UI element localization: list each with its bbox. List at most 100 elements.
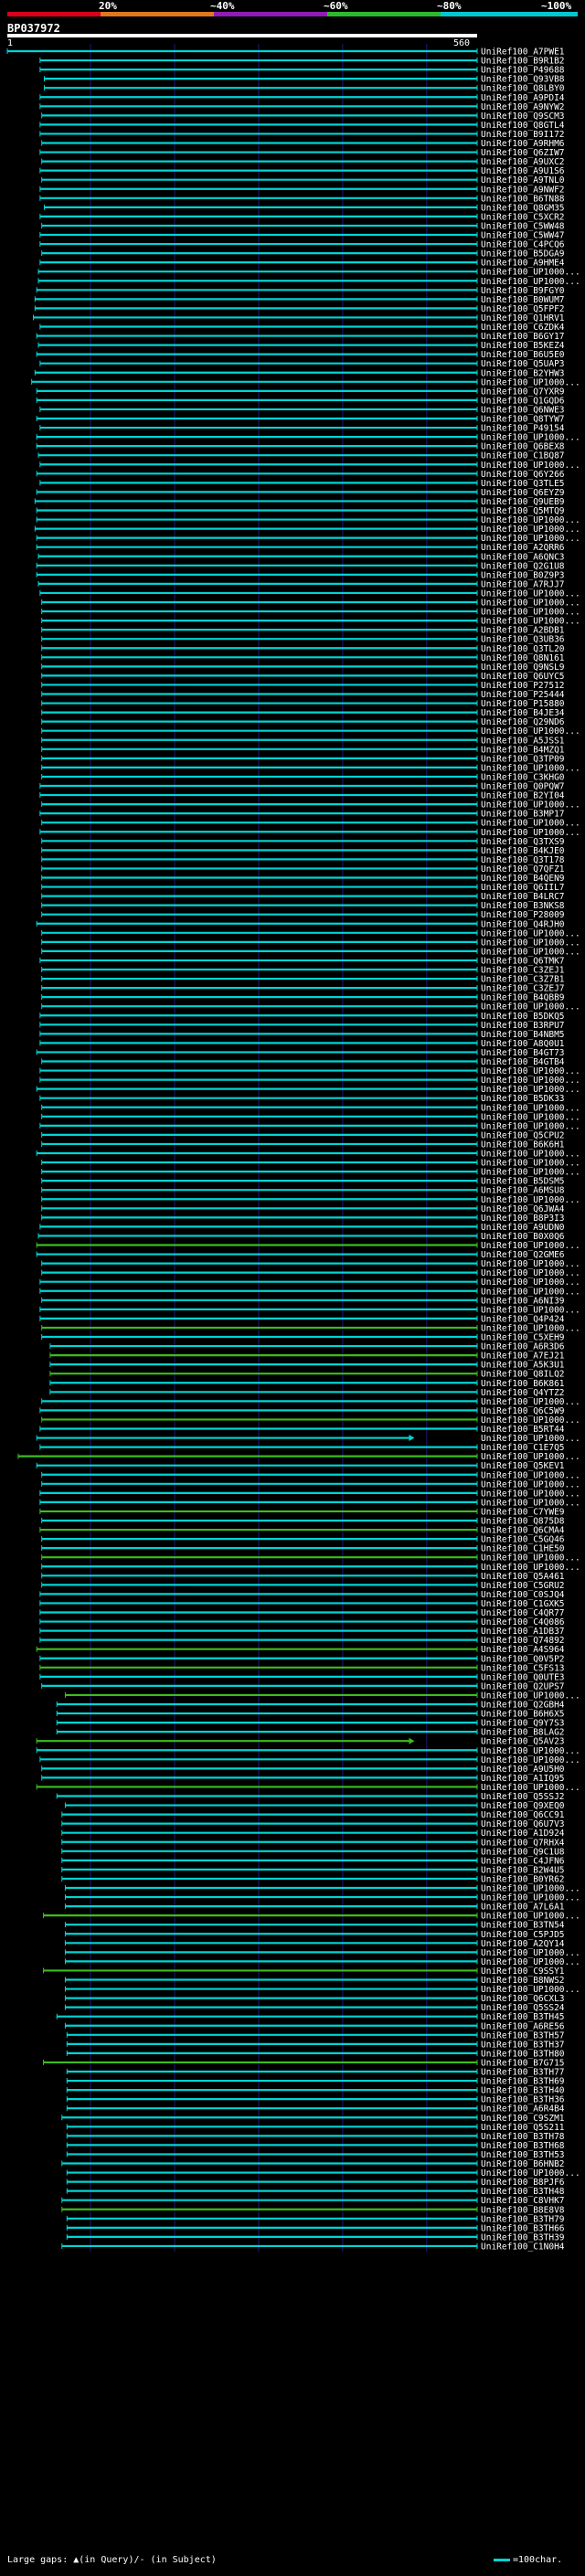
hit-label[interactable]: UniRef100_A9NYW2	[481, 102, 565, 112]
hit-label[interactable]: UniRef100_C5WW48	[481, 221, 565, 231]
hit-label[interactable]: UniRef100_B4JE34	[481, 708, 565, 718]
hit-row[interactable]: UniRef100_UP1000...	[64, 1884, 580, 1894]
hit-label[interactable]: UniRef100_A6R4B4	[481, 2104, 565, 2115]
hit-row[interactable]: UniRef100_C0SJQ4	[39, 1590, 565, 1600]
hit-row[interactable]: UniRef100_A2BDB1	[41, 626, 565, 636]
hit-label[interactable]: UniRef100_B8E8V8	[481, 2205, 565, 2215]
hit-label[interactable]: UniRef100_UP1000...	[481, 1121, 580, 1131]
hit-row[interactable]: UniRef100_B6H6X5	[56, 1710, 565, 1720]
hit-label[interactable]: UniRef100_B0X0Q6	[481, 1232, 565, 1242]
hit-row[interactable]: UniRef100_UP1000...	[39, 1076, 580, 1086]
hit-row[interactable]: UniRef100_UP1000...	[41, 938, 580, 948]
hit-row[interactable]: UniRef100_Q9C1U8	[61, 1847, 565, 1857]
hit-row[interactable]: UniRef100_Q8TYW7	[36, 415, 565, 425]
hit-label[interactable]: UniRef100_B8P3I3	[481, 1214, 565, 1224]
hit-label[interactable]: UniRef100_C4Q086	[481, 1617, 565, 1627]
hit-label[interactable]: UniRef100_B4LRC7	[481, 892, 565, 902]
hit-label[interactable]: UniRef100_Q6CMA4	[481, 1526, 565, 1536]
hit-label[interactable]: UniRef100_C1N0H4	[481, 2242, 565, 2252]
hit-label[interactable]: UniRef100_Q29ND6	[481, 717, 565, 727]
hit-row[interactable]: UniRef100_B0X0Q6	[37, 1232, 565, 1242]
hit-label[interactable]: UniRef100_Q7YXR9	[481, 387, 565, 397]
hit-row[interactable]: UniRef100_B3TH78	[66, 2132, 565, 2142]
hit-row[interactable]: UniRef100_B0WUM7	[34, 295, 565, 305]
hit-row[interactable]: UniRef100_B6K6H1	[41, 1140, 565, 1150]
hit-label[interactable]: UniRef100_Q7RHX4	[481, 1838, 565, 1848]
hit-row[interactable]: UniRef100_Q4YTZ2	[49, 1388, 565, 1398]
hit-row[interactable]: UniRef100_UP1000...	[41, 1563, 580, 1573]
hit-label[interactable]: UniRef100_B9FGY0	[481, 286, 565, 296]
hit-row[interactable]: UniRef100_C4PCQ6	[39, 240, 565, 250]
hit-label[interactable]: UniRef100_B3TH79	[481, 2214, 565, 2224]
hit-label[interactable]: UniRef100_UP1000...	[481, 1076, 580, 1086]
hit-row[interactable]: UniRef100_UP1000...	[64, 1893, 580, 1903]
hit-row[interactable]: UniRef100_A9U1S6	[39, 166, 565, 176]
hit-label[interactable]: UniRef100_B4QBB9	[481, 993, 565, 1003]
hit-label[interactable]: UniRef100_B3RPU7	[481, 1021, 565, 1031]
hit-label[interactable]: UniRef100_C3ZEJ1	[481, 966, 565, 976]
hit-label[interactable]: UniRef100_P28009	[481, 910, 565, 920]
hit-label[interactable]: UniRef100_UP1000...	[481, 599, 580, 609]
hit-row[interactable]: UniRef100_B3TH36	[66, 2095, 565, 2105]
hit-row[interactable]: UniRef100_P49154	[39, 424, 565, 434]
hit-row[interactable]: UniRef100_UP1000...	[36, 1434, 580, 1444]
hit-label[interactable]: UniRef100_C3Z7B1	[481, 975, 565, 985]
hit-row[interactable]: UniRef100_Q3TLE5	[39, 479, 565, 489]
hit-row[interactable]: UniRef100_UP1000...	[39, 1489, 580, 1499]
hit-row[interactable]: UniRef100_Q6C5W9	[39, 1406, 565, 1416]
hit-label[interactable]: UniRef100_UP1000...	[481, 1277, 580, 1288]
hit-label[interactable]: UniRef100_UP1000...	[481, 461, 580, 471]
hit-row[interactable]: UniRef100_Q2UPS7	[41, 1681, 565, 1691]
hit-label[interactable]: UniRef100_B3TH37	[481, 2040, 565, 2050]
hit-label[interactable]: UniRef100_UP1000...	[481, 928, 580, 938]
hit-label[interactable]: UniRef100_Q8TYW7	[481, 415, 565, 425]
hit-row[interactable]: UniRef100_UP1000...	[41, 1268, 580, 1278]
hit-label[interactable]: UniRef100_B4QEN9	[481, 874, 565, 884]
hit-row[interactable]: UniRef100_Q7RHX4	[61, 1838, 565, 1848]
hit-row[interactable]: UniRef100_UP1000...	[64, 1948, 580, 1958]
hit-row[interactable]: UniRef100_Q3T178	[41, 855, 565, 865]
hit-label[interactable]: UniRef100_UP1000...	[481, 534, 580, 544]
hit-label[interactable]: UniRef100_UP1000...	[481, 1893, 580, 1903]
hit-row[interactable]: UniRef100_C8VHK7	[61, 2196, 565, 2206]
hit-label[interactable]: UniRef100_UP1000...	[481, 588, 580, 599]
hit-label[interactable]: UniRef100_Q9SCM3	[481, 111, 565, 122]
hit-row[interactable]: UniRef100_A6QNC3	[37, 552, 565, 562]
hit-row[interactable]: UniRef100_UP1000...	[39, 828, 580, 838]
hit-row[interactable]: UniRef100_A2QRR6	[36, 543, 565, 553]
hit-label[interactable]: UniRef100_UP1000...	[481, 617, 580, 627]
hit-row[interactable]: UniRef100_Q6NWE3	[39, 405, 565, 415]
hit-row[interactable]: UniRef100_UP1000...	[43, 1912, 580, 1922]
hit-label[interactable]: UniRef100_A9PDI4	[481, 93, 565, 103]
hit-label[interactable]: UniRef100_UP1000...	[481, 1884, 580, 1894]
hit-label[interactable]: UniRef100_C5GQ46	[481, 1535, 565, 1545]
hit-row[interactable]: UniRef100_UP1000...	[39, 1305, 580, 1315]
hit-label[interactable]: UniRef100_A7L6A1	[481, 1903, 565, 1913]
hit-label[interactable]: UniRef100_UP1000...	[481, 1553, 580, 1564]
hit-row[interactable]: UniRef100_UP1000...	[31, 377, 580, 387]
hit-label[interactable]: UniRef100_UP1000...	[481, 1305, 580, 1315]
hit-label[interactable]: UniRef100_A5JSS1	[481, 736, 565, 746]
hit-label[interactable]: UniRef100_A8Q0U1	[481, 1039, 565, 1049]
hit-label[interactable]: UniRef100_UP1000...	[481, 828, 580, 838]
hit-label[interactable]: UniRef100_A1IQ95	[481, 1774, 565, 1784]
hit-row[interactable]: UniRef100_C5GRU2	[41, 1581, 565, 1591]
hit-row[interactable]: UniRef100_C1N0H4	[61, 2242, 565, 2252]
hit-row[interactable]: UniRef100_UP1000...	[36, 1085, 580, 1095]
hit-label[interactable]: UniRef100_UP1000...	[481, 433, 580, 443]
hit-label[interactable]: UniRef100_Q4P424	[481, 1314, 565, 1324]
hit-label[interactable]: UniRef100_C1BQ87	[481, 451, 565, 461]
hit-row[interactable]: UniRef100_C5GQ46	[41, 1535, 565, 1545]
hit-row[interactable]: UniRef100_B4GT73	[36, 1048, 565, 1058]
hit-label[interactable]: UniRef100_Q2G1U8	[481, 561, 565, 571]
hit-row[interactable]: UniRef100_Q0UTE3	[39, 1672, 565, 1682]
hit-label[interactable]: UniRef100_UP1000...	[481, 1168, 580, 1178]
hit-row[interactable]: UniRef100_C1E7Q5	[39, 1443, 565, 1453]
hit-row[interactable]: UniRef100_UP1000...	[41, 1259, 580, 1269]
hit-row[interactable]: UniRef100_UP1000...	[41, 1323, 580, 1333]
hit-label[interactable]: UniRef100_UP1000...	[481, 1259, 580, 1269]
hit-row[interactable]: UniRef100_Q5SSJ2	[56, 1792, 565, 1802]
hit-row[interactable]: UniRef100_UP1000...	[41, 1103, 580, 1113]
hit-label[interactable]: UniRef100_B3MP17	[481, 810, 565, 820]
hit-label[interactable]: UniRef100_UP1000...	[481, 1159, 580, 1169]
